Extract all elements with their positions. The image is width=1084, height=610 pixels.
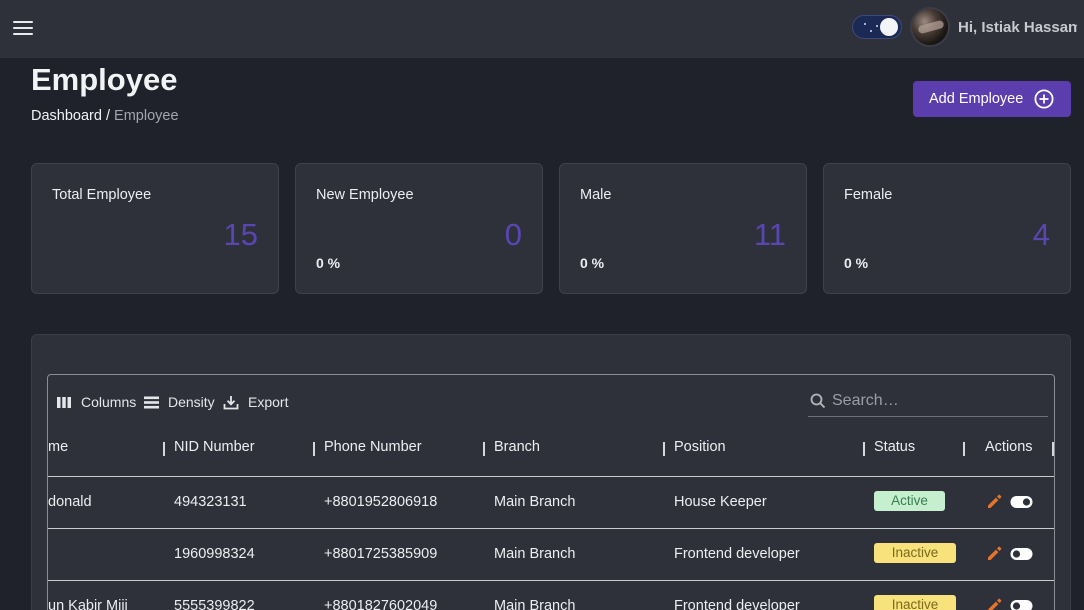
edit-pencil-icon[interactable] bbox=[986, 597, 1003, 610]
search-icon bbox=[810, 393, 826, 409]
breadcrumb-separator: / bbox=[101, 108, 115, 124]
cell-position: Frontend developer bbox=[674, 546, 800, 562]
stat-percent: 0 % bbox=[316, 255, 341, 271]
table-row[interactable]: donald 494323131 +8801952806918 Main Bra… bbox=[48, 476, 1054, 528]
employee-table-panel bbox=[31, 334, 1071, 610]
stat-value: 15 bbox=[223, 217, 258, 252]
breadcrumb-current: Employee bbox=[114, 108, 179, 124]
add-employee-button[interactable]: Add Employee bbox=[913, 81, 1071, 117]
stat-value: 11 bbox=[753, 217, 786, 252]
stat-label: Male bbox=[580, 187, 612, 203]
chevron-down-icon[interactable]: ⌄ bbox=[1071, 19, 1080, 30]
stat-label: Female bbox=[844, 187, 893, 203]
stat-label: New Employee bbox=[316, 187, 414, 203]
table-row[interactable]: 1960998324 +8801725385909 Main Branch Fr… bbox=[48, 528, 1054, 580]
stat-percent: 0 % bbox=[844, 255, 869, 271]
column-separator[interactable] bbox=[663, 442, 665, 456]
hamburger-menu-icon[interactable] bbox=[13, 21, 33, 37]
employee-data-grid: Columns Density Export me NID Number Pho… bbox=[47, 374, 1055, 610]
search-box bbox=[808, 385, 1048, 417]
column-separator[interactable] bbox=[863, 442, 865, 456]
column-separator[interactable] bbox=[163, 442, 165, 456]
page-title: Employee bbox=[31, 62, 178, 97]
column-header-actions[interactable]: Actions bbox=[985, 439, 1033, 455]
breadcrumb-dashboard-link[interactable]: Dashboard bbox=[31, 108, 102, 124]
cell-position: House Keeper bbox=[674, 494, 767, 510]
toggle-status-icon[interactable] bbox=[1010, 547, 1033, 561]
export-label: Export bbox=[248, 394, 289, 410]
stat-card-female: Female 4 0 % bbox=[823, 163, 1071, 294]
status-badge: Inactive bbox=[874, 595, 956, 610]
stat-card-male: Male 11 0 % bbox=[559, 163, 807, 294]
cell-name: un Kabir Miji bbox=[48, 598, 128, 610]
column-header-status[interactable]: Status bbox=[874, 439, 916, 455]
column-header-position[interactable]: Position bbox=[674, 439, 726, 455]
top-bar: Hi, Istiak Hassan ⌄ bbox=[0, 0, 1084, 58]
stat-card-total-employee: Total Employee 15 bbox=[31, 163, 279, 294]
download-icon bbox=[223, 395, 239, 409]
stat-label: Total Employee bbox=[52, 187, 152, 203]
column-separator[interactable] bbox=[313, 442, 315, 456]
density-label: Density bbox=[168, 394, 215, 410]
cell-branch: Main Branch bbox=[494, 494, 576, 510]
cell-phone: +8801952806918 bbox=[324, 494, 438, 510]
columns-label: Columns bbox=[81, 394, 137, 410]
stat-value: 4 bbox=[1032, 217, 1050, 252]
stat-card-new-employee: New Employee 0 0 % bbox=[295, 163, 543, 294]
columns-button[interactable]: Columns bbox=[56, 394, 136, 410]
column-header-branch[interactable]: Branch bbox=[494, 439, 540, 455]
edit-pencil-icon[interactable] bbox=[986, 493, 1003, 510]
toggle-status-icon[interactable] bbox=[1010, 495, 1033, 509]
column-separator[interactable] bbox=[483, 442, 485, 456]
plus-circle-icon bbox=[1034, 89, 1054, 109]
column-header-nid[interactable]: NID Number bbox=[174, 439, 255, 455]
dark-mode-toggle[interactable] bbox=[852, 15, 902, 39]
status-badge: Active bbox=[874, 491, 945, 511]
toggle-status-icon[interactable] bbox=[1010, 599, 1033, 610]
column-header-name[interactable]: me bbox=[48, 439, 69, 455]
cell-position: Frontend developer bbox=[674, 598, 800, 610]
column-separator[interactable] bbox=[1052, 442, 1054, 456]
table-row[interactable]: un Kabir Miji 5555399822 +8801827602049 … bbox=[48, 580, 1054, 610]
stat-value: 0 bbox=[504, 217, 522, 252]
column-header-phone[interactable]: Phone Number bbox=[324, 439, 422, 455]
user-greeting[interactable]: Hi, Istiak Hassan bbox=[958, 19, 1078, 36]
cell-branch: Main Branch bbox=[494, 598, 576, 610]
search-input[interactable] bbox=[832, 387, 1042, 415]
cell-phone: +8801725385909 bbox=[324, 546, 438, 562]
cell-nid: 1960998324 bbox=[174, 546, 255, 562]
user-avatar[interactable] bbox=[910, 7, 950, 47]
breadcrumb: Dashboard / Employee bbox=[31, 108, 179, 124]
cell-name: donald bbox=[48, 494, 92, 510]
cell-phone: +8801827602049 bbox=[324, 598, 438, 610]
density-button[interactable]: Density bbox=[144, 394, 215, 410]
cell-nid: 5555399822 bbox=[174, 598, 255, 610]
column-separator[interactable] bbox=[963, 442, 965, 456]
columns-icon bbox=[57, 396, 71, 408]
export-button[interactable]: Export bbox=[223, 394, 288, 410]
status-badge: Inactive bbox=[874, 543, 956, 563]
edit-pencil-icon[interactable] bbox=[986, 545, 1003, 562]
cell-nid: 494323131 bbox=[174, 494, 247, 510]
add-employee-label: Add Employee bbox=[929, 91, 1024, 107]
cell-branch: Main Branch bbox=[494, 546, 576, 562]
stat-percent: 0 % bbox=[580, 255, 605, 271]
density-icon bbox=[144, 396, 159, 408]
